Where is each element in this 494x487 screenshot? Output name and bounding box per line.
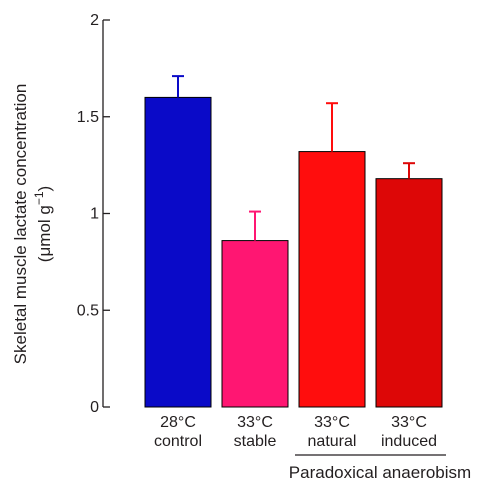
x-tick-label-line1: 28°C [160, 414, 196, 431]
y-axis-unit: (μmol g−1) [32, 186, 54, 262]
y-axis: 0 0.5 1 1.5 2 [77, 12, 110, 416]
bars-group [144, 75, 443, 408]
y-tick-label: 1.5 [77, 109, 99, 126]
y-axis-title: Skeletal muscle lactate concentration [11, 84, 30, 365]
bar [375, 178, 443, 408]
x-axis-labels: 28°C control 33°C stable 33°C natural 33°C indu… [154, 414, 437, 450]
y-tick-label: 2 [90, 12, 99, 29]
y-tick-label: 0.5 [77, 302, 99, 319]
x-tick-label-line2: natural [308, 433, 357, 450]
bar [221, 240, 289, 408]
y-axis-unit-sup: −1 [32, 191, 46, 205]
x-tick-label-line1: 33°C [314, 414, 350, 431]
y-axis-unit-post: ) [35, 186, 54, 192]
bar [298, 151, 366, 408]
x-tick-label-line1: 33°C [391, 414, 427, 431]
x-tick-label-line1: 33°C [237, 414, 273, 431]
x-tick-label-line2: stable [234, 433, 277, 450]
y-tick-label: 1 [90, 206, 99, 223]
y-tick-label: 0 [90, 399, 99, 416]
bar [144, 96, 212, 408]
group-label: Paradoxical anaerobism [289, 463, 471, 482]
y-axis-unit-pre: (μmol g [35, 205, 54, 262]
x-tick-label-line2: induced [381, 433, 437, 450]
x-tick-label-line2: control [154, 433, 202, 450]
